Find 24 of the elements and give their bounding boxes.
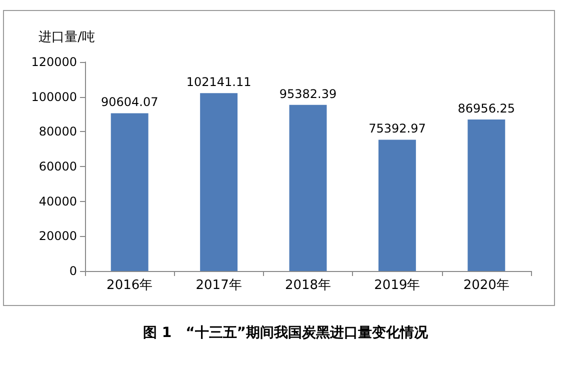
data-label: 75392.97 <box>368 122 426 136</box>
y-tick-label: 0 <box>69 264 77 278</box>
bar <box>468 120 506 271</box>
bar <box>110 113 148 271</box>
x-tick-label: 2018年 <box>284 278 332 293</box>
x-tick-label: 2019年 <box>374 278 420 293</box>
y-tick-label: 40000 <box>38 194 77 208</box>
y-axis-title: 进口量/吨 <box>38 30 95 45</box>
y-tick-label: 60000 <box>38 160 77 174</box>
data-label: 90604.07 <box>100 95 158 110</box>
y-tick-label: 80000 <box>38 124 77 139</box>
bar <box>289 104 327 271</box>
y-tick-label: 120000 <box>31 55 77 69</box>
y-tick-label: 20000 <box>38 229 77 244</box>
y-tick-label: 100000 <box>31 90 77 104</box>
x-tick-label: 2016年 <box>106 278 153 293</box>
data-label: 95382.39 <box>279 86 337 101</box>
data-label: 86956.25 <box>458 102 516 116</box>
data-label: 102141.11 <box>186 75 252 90</box>
bar <box>200 93 238 271</box>
x-tick-label: 2020年 <box>463 278 510 293</box>
bar <box>378 140 416 271</box>
x-tick-label: 2017年 <box>196 278 242 293</box>
caption: 图 1 “十三五”期间我国炭黑进口量变化情况 <box>142 324 430 341</box>
